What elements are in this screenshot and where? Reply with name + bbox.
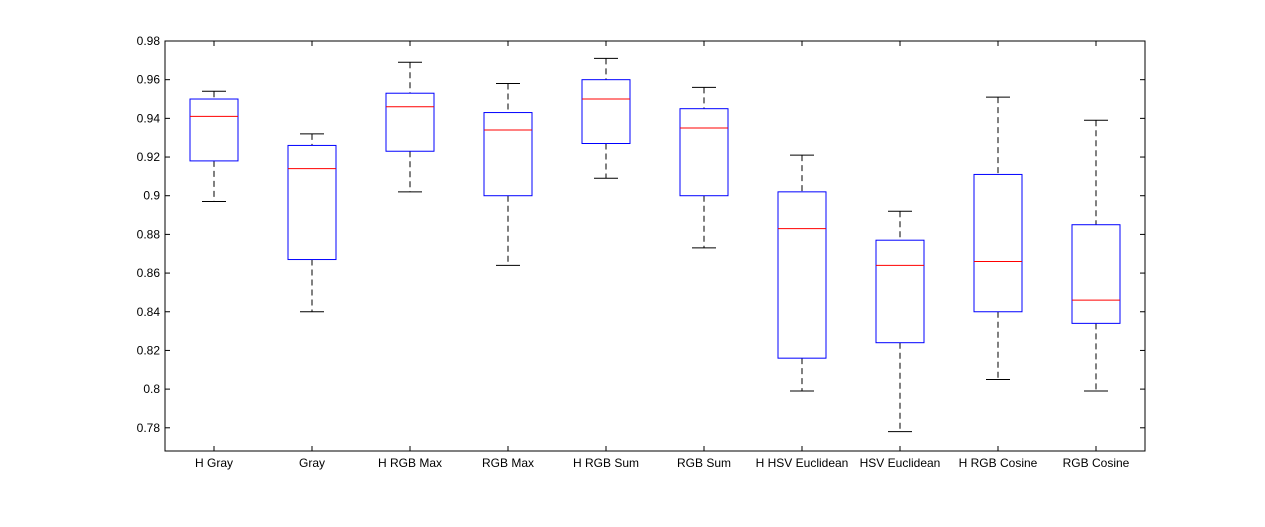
box-group: [777, 154, 827, 392]
y-axis-ticks: 0.78 0.8 0.82 0.84 0.86 0.88 0.9 0.92 0.94 0.96 0.…: [137, 34, 1145, 435]
x-tick-label: H RGB Cosine: [959, 456, 1038, 470]
box: [679, 108, 729, 197]
y-tick-label: 0.92: [137, 150, 161, 164]
box: [777, 191, 827, 359]
y-tick-label: 0.8: [143, 382, 160, 396]
box: [973, 173, 1023, 313]
x-tick-label: Gray: [299, 456, 325, 470]
box-group: [189, 90, 239, 203]
y-tick-label: 0.84: [137, 305, 161, 319]
x-tick-label: H RGB Max: [378, 456, 442, 470]
box-group: [483, 83, 533, 266]
box-group: [581, 57, 631, 179]
x-tick-label: H RGB Sum: [573, 456, 639, 470]
box-group: [1071, 119, 1121, 392]
x-tick-label: RGB Sum: [677, 456, 731, 470]
x-tick-label: H HSV Euclidean: [756, 456, 849, 470]
box: [189, 98, 239, 162]
axes-frame: [164, 40, 1146, 452]
box-group: [385, 61, 435, 193]
y-tick-label: 0.78: [137, 421, 161, 435]
y-tick-label: 0.98: [137, 34, 161, 48]
x-tick-label: RGB Max: [482, 456, 534, 470]
y-tick-label: 0.96: [137, 73, 161, 87]
plot-area: [165, 41, 1145, 451]
box: [581, 79, 631, 144]
chart-marks: [189, 57, 1121, 433]
box-group: [973, 96, 1023, 380]
y-tick-label: 0.94: [137, 111, 161, 125]
x-tick-label: RGB Cosine: [1063, 456, 1130, 470]
box: [875, 239, 925, 344]
box-group: [875, 210, 925, 433]
box-group: [679, 86, 729, 249]
y-tick-label: 0.9: [143, 189, 160, 203]
box: [1071, 224, 1121, 324]
box: [483, 112, 533, 197]
x-tick-label: H Gray: [195, 456, 233, 470]
box-group: [287, 133, 337, 313]
x-axis-ticks: H Gray Gray H RGB Max RGB Max H RGB Sum RGB S…: [195, 41, 1130, 470]
y-tick-label: 0.82: [137, 343, 161, 357]
x-tick-label: HSV Euclidean: [860, 456, 941, 470]
box: [385, 92, 435, 152]
y-tick-label: 0.88: [137, 227, 161, 241]
y-tick-label: 0.86: [137, 266, 161, 280]
box: [287, 144, 337, 261]
